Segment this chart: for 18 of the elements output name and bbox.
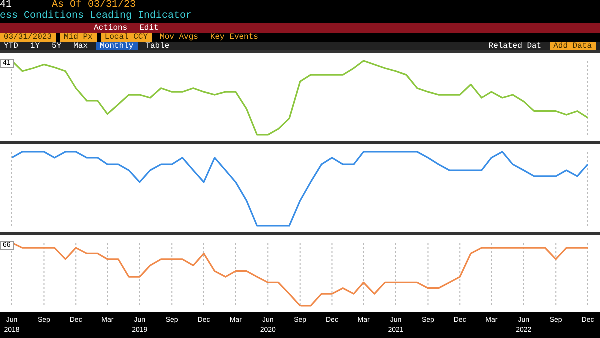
text: 41: [0, 0, 12, 11]
text: Related Dat: [488, 42, 543, 50]
text: Max: [72, 42, 90, 50]
text: YTD: [3, 42, 20, 50]
text: Edit: [138, 24, 160, 32]
text: Mid Px: [60, 33, 97, 42]
text: Table: [144, 42, 171, 50]
text: Add Data: [550, 42, 596, 50]
chart-subtitle: As Of 03/31/23: [52, 0, 136, 11]
text: Mov Avgs: [159, 33, 200, 42]
chart-title: ess Conditions Leading Indicator: [0, 11, 194, 23]
text: Local CCY: [100, 33, 152, 42]
text: Actions: [93, 24, 129, 32]
text: 1Y: [29, 42, 42, 50]
text: 03/31/2023: [0, 33, 56, 42]
text: Key Events: [209, 33, 260, 42]
text: Monthly: [96, 42, 138, 50]
text: 5Y: [51, 42, 63, 50]
